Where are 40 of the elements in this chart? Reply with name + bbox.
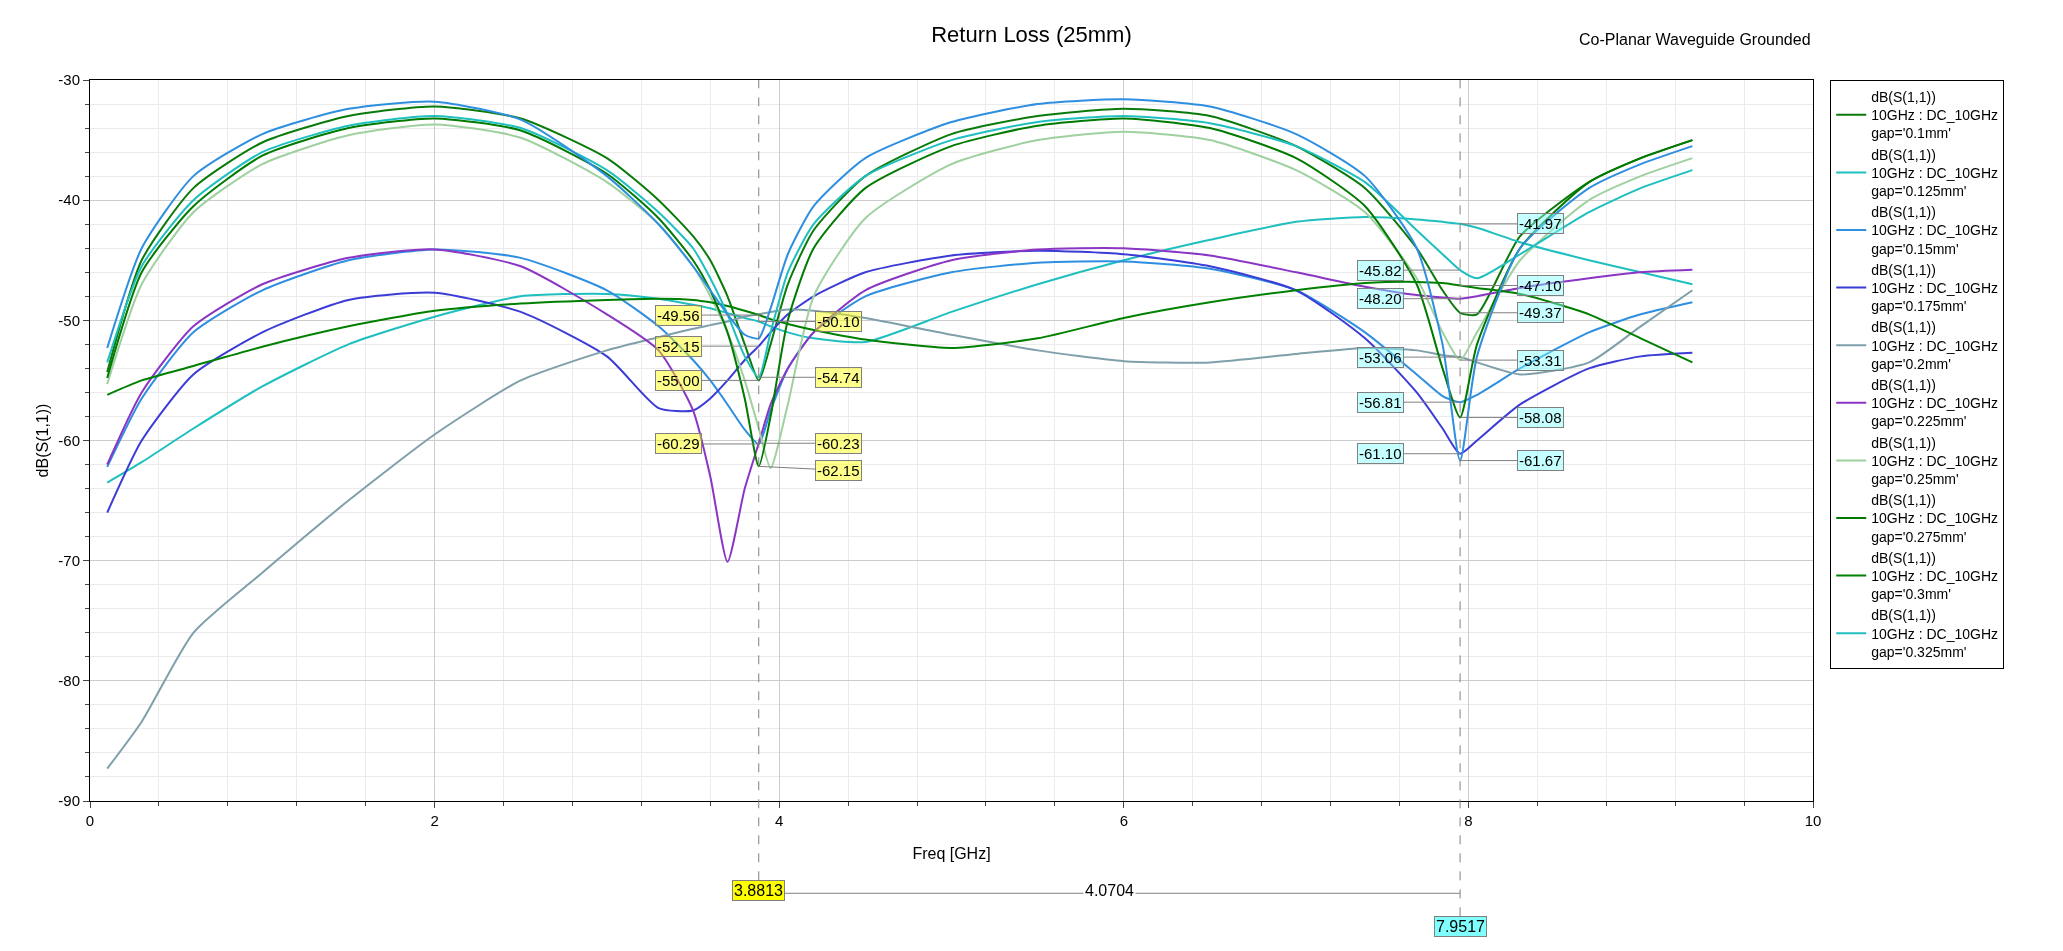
y-tick-label: -80 (58, 672, 80, 690)
annotation: -48.20 (1359, 290, 1402, 307)
chart-title: Return Loss (25mm) (931, 21, 1132, 47)
legend-label: dB(S(1,1)) 10GHz : DC_10GHz gap='0.325mm' (1871, 607, 1999, 660)
x-tick-label: 2 (430, 812, 439, 829)
ref-line-label: 3.8813 (734, 882, 784, 899)
annotation: -41.97 (1519, 215, 1562, 232)
annotation: -50.10 (817, 313, 860, 330)
ref-line-label: 7.9517 (1436, 918, 1486, 935)
annotation: -55.00 (657, 372, 700, 389)
annotation: -53.06 (1359, 349, 1402, 366)
annotation: -58.08 (1519, 409, 1562, 426)
annotation: -45.82 (1359, 262, 1402, 279)
annotation: -61.67 (1519, 452, 1562, 469)
x-tick-label: 8 (1464, 812, 1473, 829)
annotation: -54.74 (817, 369, 860, 386)
annotation: -61.10 (1359, 445, 1402, 462)
annotation: -49.56 (657, 307, 700, 324)
annotation: -60.23 (817, 435, 860, 452)
y-tick-label: -30 (58, 71, 80, 89)
x-tick-label: 0 (85, 812, 95, 829)
text: 4.0704 (1085, 882, 1135, 899)
x-axis-title: Freq [GHz] (912, 845, 991, 862)
y-tick-label: -60 (58, 431, 80, 449)
y-tick-label: -50 (58, 311, 80, 329)
x-tick-label: 10 (1804, 812, 1822, 829)
y-tick-label: -70 (58, 551, 80, 569)
annotation: -53.31 (1519, 352, 1562, 369)
x-tick-label: 6 (1119, 812, 1128, 829)
annotation: -47.10 (1519, 277, 1562, 294)
annotation: -52.15 (657, 338, 700, 355)
annotation: -56.81 (1359, 394, 1402, 411)
annotation: -62.15 (817, 462, 860, 479)
x-tick-label: 4 (775, 812, 784, 829)
chart-subtitle: Co-Planar Waveguide Grounded (1579, 31, 1811, 48)
y-axis-title: dB(S(1,1)) (34, 403, 51, 478)
y-tick-label: -90 (58, 792, 80, 810)
annotation: -49.37 (1519, 304, 1562, 321)
annotation: -60.29 (657, 435, 700, 452)
y-tick-label: -40 (58, 191, 80, 209)
